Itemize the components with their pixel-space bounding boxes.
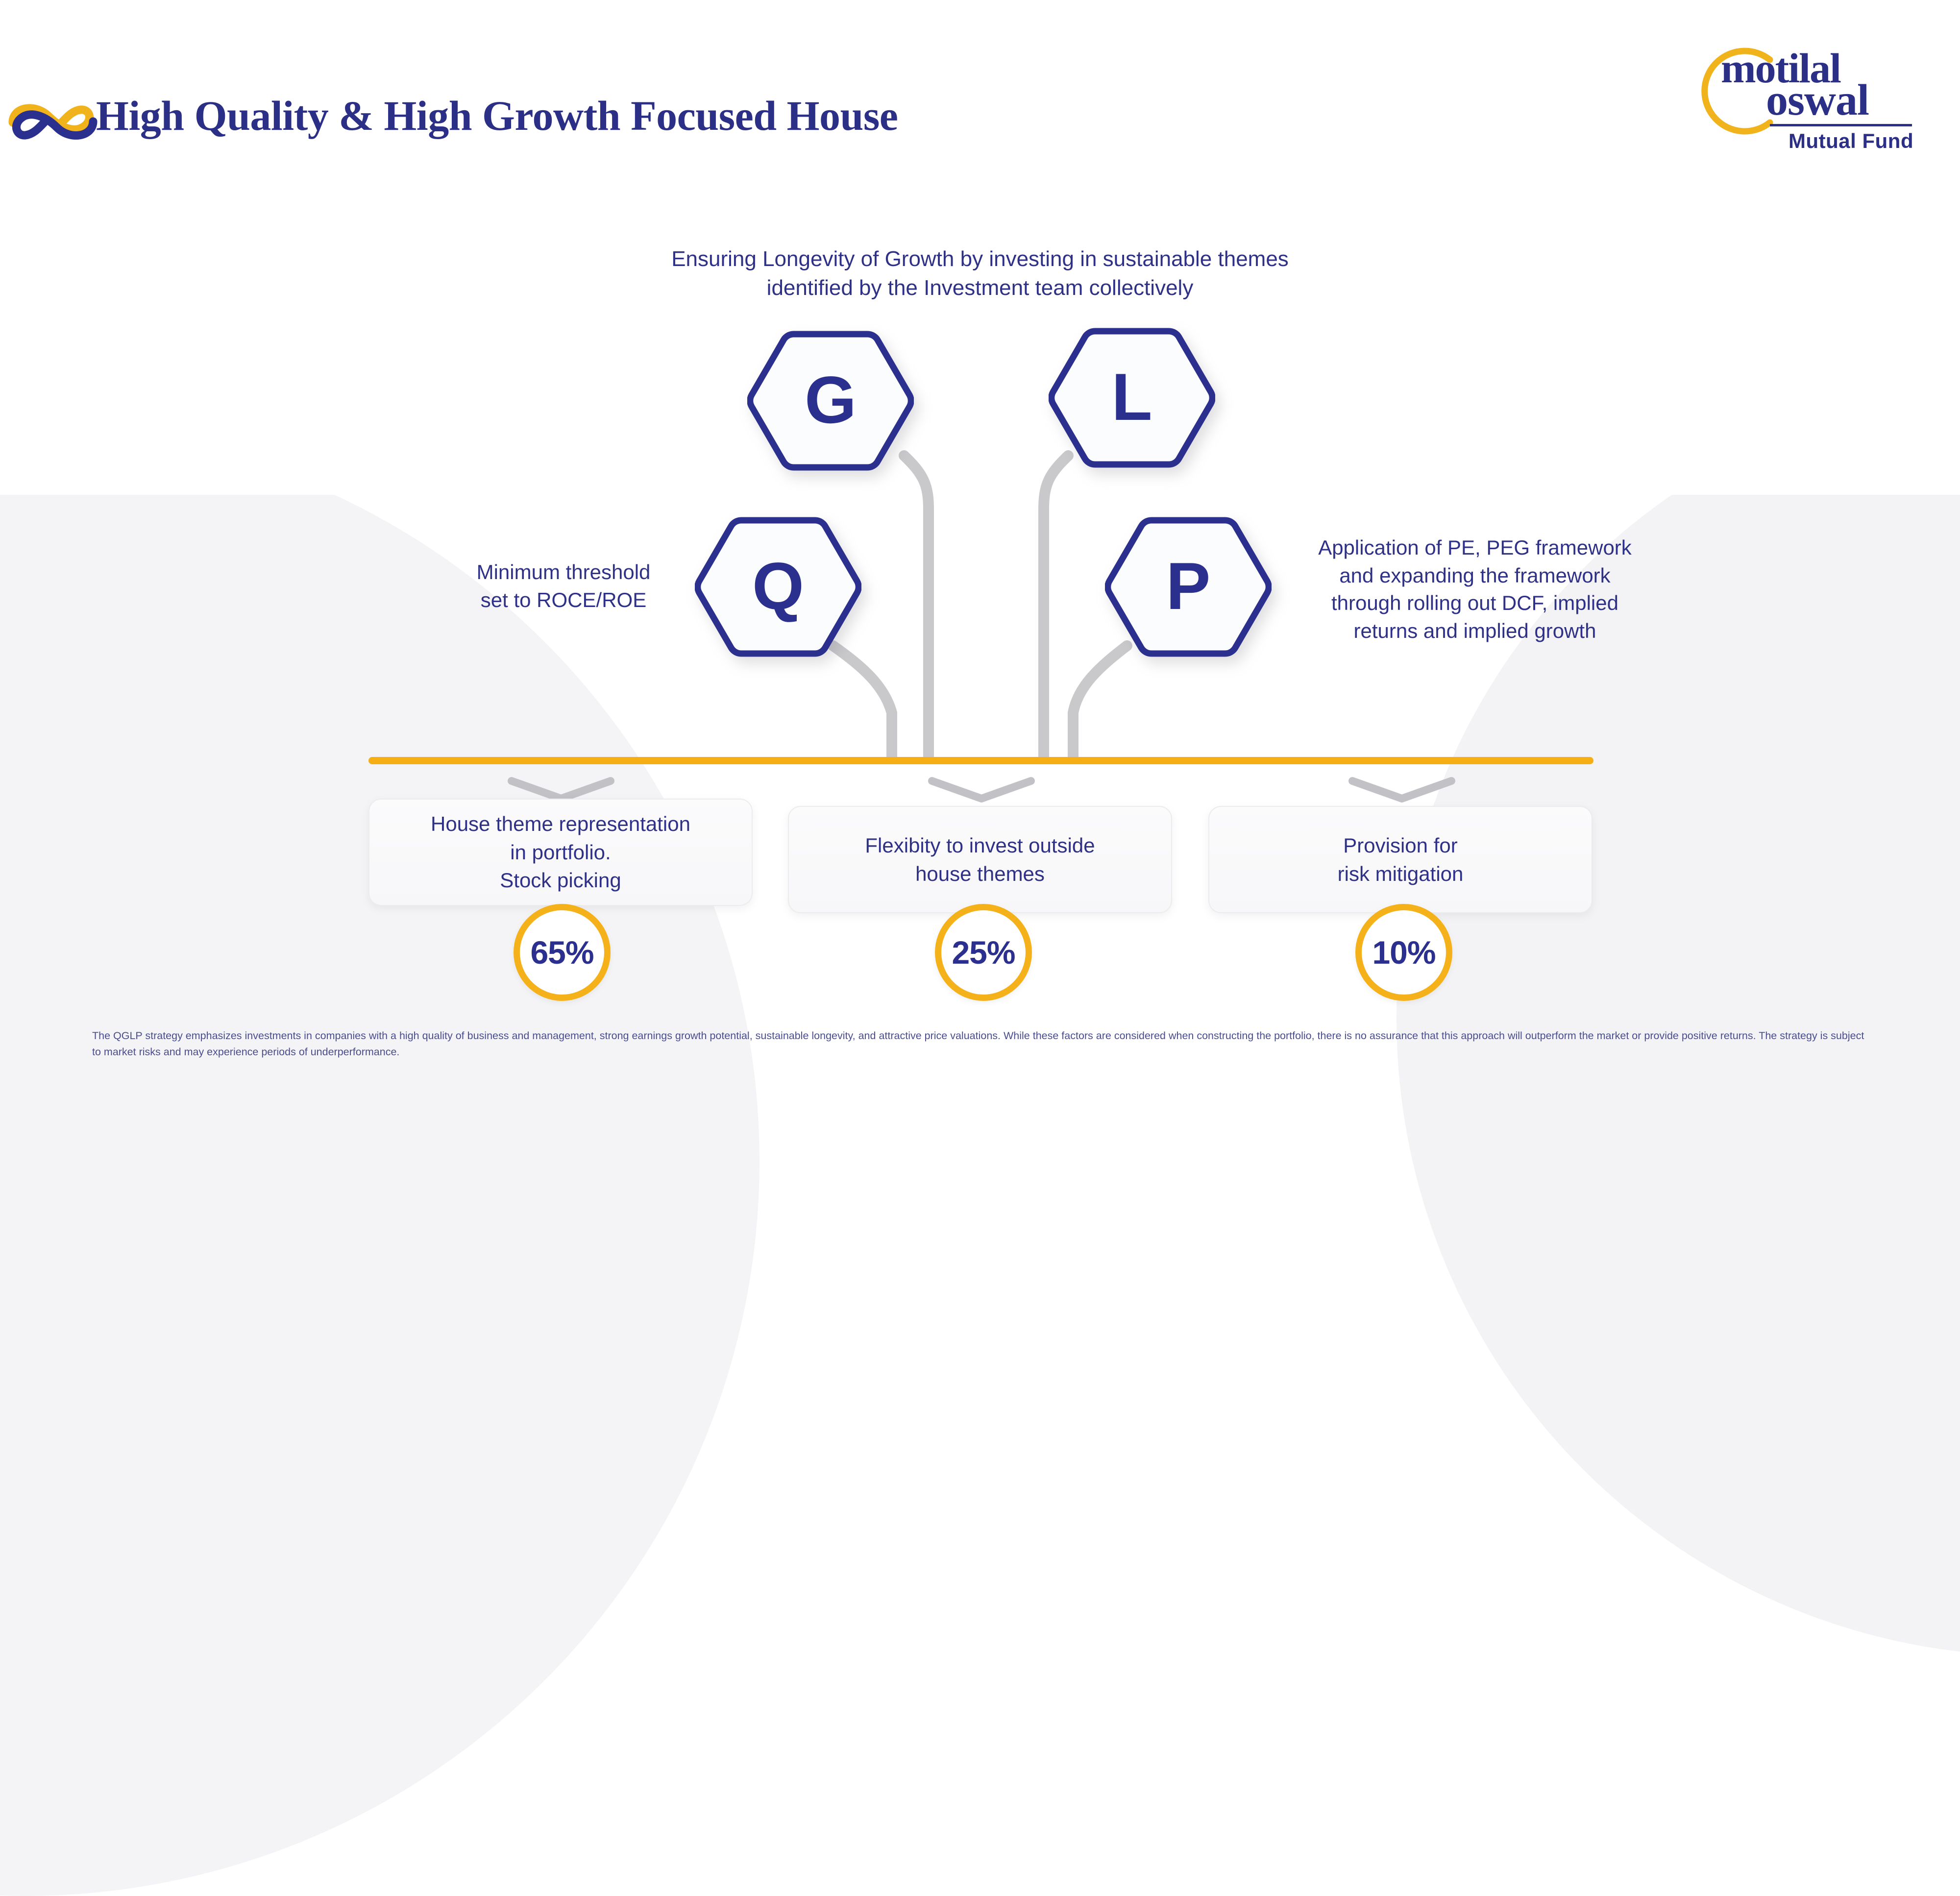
label-right-line3: through rolling out DCF, implied xyxy=(1331,591,1618,615)
connector-lines xyxy=(828,450,1132,762)
allocation-badge: 10% xyxy=(1355,904,1452,1001)
hexagon-letter: P xyxy=(1166,549,1211,623)
outcome-card[interactable]: Flexibity to invest outside house themes xyxy=(788,806,1172,913)
chevron-down-icon xyxy=(925,775,1038,804)
label-right-line1: Application of PE, PEG framework xyxy=(1318,536,1632,559)
logo-motilal-text: motilal xyxy=(1721,45,1841,92)
hexagon-longevity[interactable]: L xyxy=(1049,324,1215,471)
header: High Quality & High Growth Focused House… xyxy=(0,0,1960,186)
slide-stage: High Quality & High Growth Focused House… xyxy=(0,0,1960,1058)
outcome-card[interactable]: Provision for risk mitigation xyxy=(1208,806,1592,913)
top-caption-line1: Ensuring Longevity of Growth by investin… xyxy=(671,247,1289,271)
allocation-percent: 65% xyxy=(530,934,594,971)
allocation-badge: 25% xyxy=(935,904,1032,1001)
label-quality-threshold: Minimum threshold set to ROCE/ROE xyxy=(392,559,735,614)
logo-tagline: Mutual Fund xyxy=(1788,129,1914,152)
gold-divider-bar xyxy=(368,757,1593,764)
infinity-swoosh-icon xyxy=(7,98,100,147)
hexagon-growth[interactable]: G xyxy=(747,327,914,474)
chevron-down-icon xyxy=(1346,775,1458,804)
card-text: House theme representation in portfolio.… xyxy=(418,810,703,895)
card-text: Provision for risk mitigation xyxy=(1325,831,1476,888)
disclaimer-text: The QGLP strategy emphasizes investments… xyxy=(92,1030,1864,1058)
hexagon-quality[interactable]: Q xyxy=(695,513,861,660)
logo-divider xyxy=(1770,124,1912,126)
page-title: High Quality & High Growth Focused House xyxy=(96,92,898,139)
label-right-line2: and expanding the framework xyxy=(1339,563,1611,587)
top-caption: Ensuring Longevity of Growth by investin… xyxy=(490,245,1470,302)
hexagon-letter: L xyxy=(1111,360,1152,434)
card-line2: in portfolio. xyxy=(510,840,611,864)
label-price-framework: Application of PE, PEG framework and exp… xyxy=(1284,534,1666,645)
card-line2: risk mitigation xyxy=(1337,862,1464,885)
top-caption-line2: identified by the Investment team collec… xyxy=(766,275,1194,300)
card-line2: house themes xyxy=(915,862,1045,885)
card-line1: Flexibity to invest outside xyxy=(865,833,1095,857)
label-left-line1: Minimum threshold xyxy=(476,560,651,583)
card-line1: House theme representation xyxy=(431,812,690,836)
allocation-percent: 10% xyxy=(1372,934,1436,971)
outcome-card[interactable]: House theme representation in portfolio.… xyxy=(368,799,753,906)
hexagon-price[interactable]: P xyxy=(1105,513,1272,660)
card-line1: Provision for xyxy=(1343,833,1458,857)
hexagon-letter: Q xyxy=(752,549,804,623)
logo-oswal-text: oswal xyxy=(1766,76,1869,124)
background-mask xyxy=(0,0,1960,495)
card-line3: Stock picking xyxy=(500,869,621,892)
label-left-line2: set to ROCE/ROE xyxy=(480,588,647,611)
allocation-percent: 25% xyxy=(952,934,1015,971)
gold-circle-arc-icon xyxy=(1691,42,1789,140)
allocation-badge: 65% xyxy=(514,904,611,1001)
hexagon-letter: G xyxy=(805,363,857,437)
brand-logo: motilal oswal Mutual Fund xyxy=(1691,33,1922,156)
card-text: Flexibity to invest outside house themes xyxy=(852,831,1107,888)
label-right-line4: returns and implied growth xyxy=(1353,619,1596,643)
